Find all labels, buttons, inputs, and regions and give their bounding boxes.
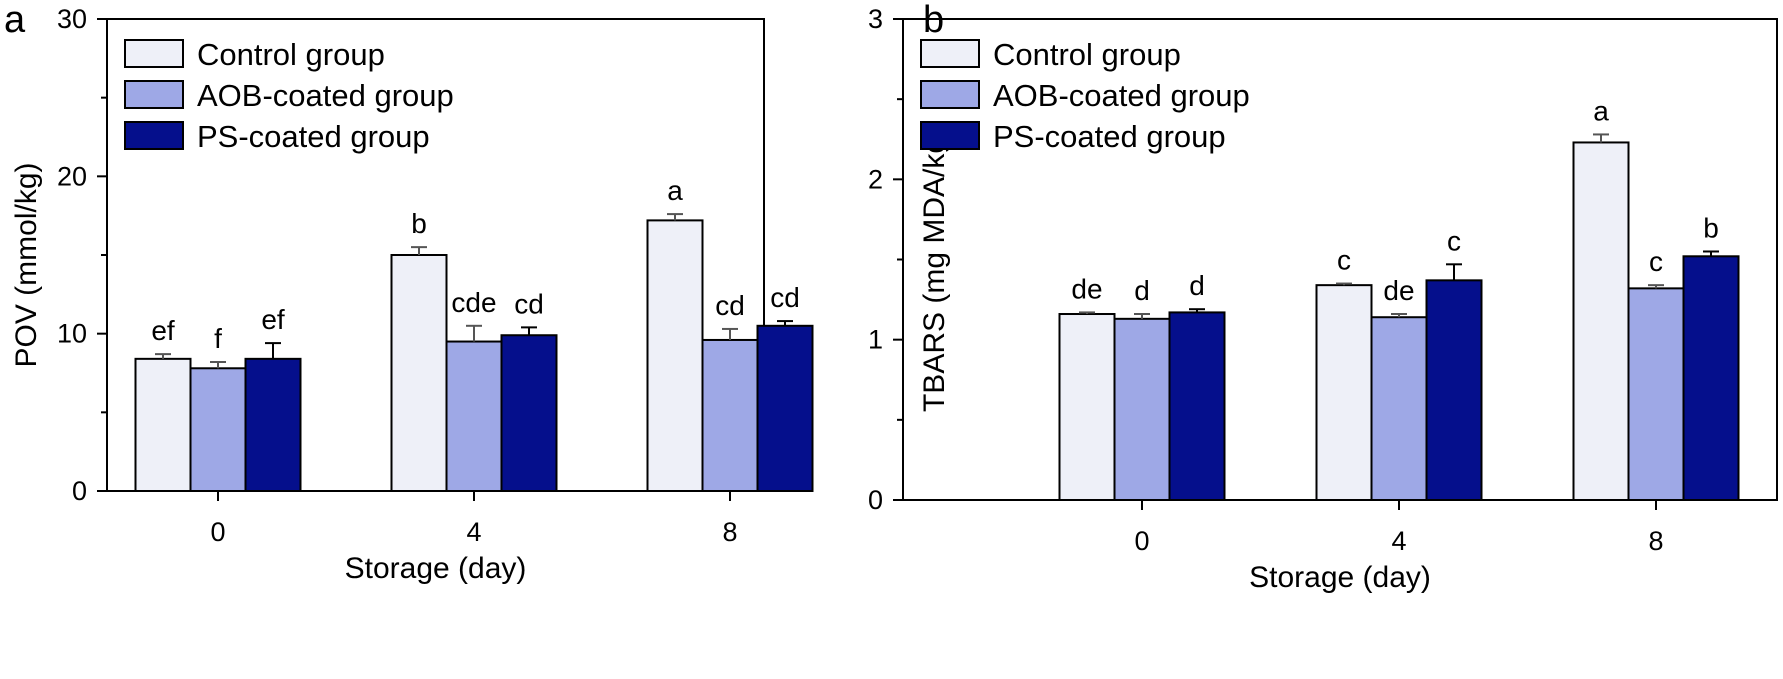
y-tick-label: 0 bbox=[72, 476, 87, 506]
y-tick-label: 10 bbox=[57, 319, 87, 349]
bar bbox=[1682, 255, 1740, 501]
legend-swatch bbox=[124, 121, 184, 150]
y-tick-label: 20 bbox=[57, 161, 87, 191]
significance-label: b bbox=[411, 208, 427, 239]
legend-label: PS-coated group bbox=[197, 119, 430, 154]
significance-label: de bbox=[1071, 273, 1102, 304]
y-tick-label: 1 bbox=[868, 325, 883, 355]
bar bbox=[134, 357, 192, 492]
legend-swatch bbox=[124, 39, 184, 68]
legend-label: Control group bbox=[993, 37, 1181, 72]
legend-label: Control group bbox=[197, 37, 385, 72]
significance-label: de bbox=[1383, 275, 1414, 306]
x-tick-label: 0 bbox=[210, 517, 225, 547]
bar bbox=[1315, 284, 1373, 501]
significance-label: d bbox=[1134, 275, 1150, 306]
bar bbox=[445, 340, 503, 492]
significance-label: c bbox=[1447, 225, 1461, 256]
y-tick-label: 30 bbox=[57, 4, 87, 34]
bar bbox=[756, 324, 814, 492]
legend-swatch bbox=[124, 80, 184, 109]
bar bbox=[646, 219, 704, 493]
legend-label: AOB-coated group bbox=[993, 78, 1250, 113]
significance-label: cd bbox=[715, 290, 745, 321]
bar bbox=[1425, 279, 1483, 501]
legend-swatch bbox=[920, 80, 980, 109]
significance-label: ef bbox=[151, 315, 175, 346]
panel-label: a bbox=[4, 0, 26, 41]
significance-label: a bbox=[1593, 95, 1609, 126]
bar bbox=[1168, 311, 1226, 501]
bar bbox=[1627, 287, 1685, 501]
legend-swatch bbox=[920, 121, 980, 150]
y-tick-label: 3 bbox=[868, 4, 883, 34]
bar bbox=[1113, 317, 1171, 501]
y-tick-label: 2 bbox=[868, 164, 883, 194]
bar bbox=[1370, 316, 1428, 501]
panel-label: b bbox=[923, 0, 944, 41]
significance-label: cde bbox=[451, 287, 496, 318]
significance-label: cd bbox=[514, 288, 544, 319]
x-axis-title: Storage (day) bbox=[1249, 561, 1431, 594]
significance-label: ef bbox=[261, 304, 285, 335]
x-tick-label: 0 bbox=[1134, 526, 1149, 556]
bar bbox=[189, 367, 247, 492]
x-tick-label: 8 bbox=[1648, 526, 1663, 556]
significance-label: cd bbox=[770, 282, 800, 313]
y-tick-label: 0 bbox=[868, 485, 883, 515]
x-tick-label: 4 bbox=[1391, 526, 1406, 556]
bar bbox=[1058, 313, 1116, 501]
x-tick-label: 4 bbox=[466, 517, 481, 547]
x-axis-title: Storage (day) bbox=[345, 552, 527, 585]
bar bbox=[500, 334, 558, 492]
significance-label: a bbox=[667, 175, 683, 206]
bar bbox=[701, 338, 759, 492]
legend-swatch bbox=[920, 39, 980, 68]
significance-label: c bbox=[1649, 246, 1663, 277]
bar bbox=[244, 357, 302, 492]
significance-label: d bbox=[1189, 270, 1205, 301]
bar bbox=[1572, 141, 1630, 501]
significance-label: c bbox=[1337, 245, 1351, 276]
significance-label: f bbox=[214, 323, 222, 354]
y-axis-title: POV (mmol/kg) bbox=[10, 162, 43, 367]
y-axis-title: TBARS (mg MDA/kg) bbox=[918, 127, 951, 412]
significance-label: b bbox=[1703, 212, 1719, 243]
bar bbox=[390, 254, 448, 492]
legend-label: PS-coated group bbox=[993, 119, 1226, 154]
x-tick-label: 8 bbox=[722, 517, 737, 547]
legend-label: AOB-coated group bbox=[197, 78, 454, 113]
